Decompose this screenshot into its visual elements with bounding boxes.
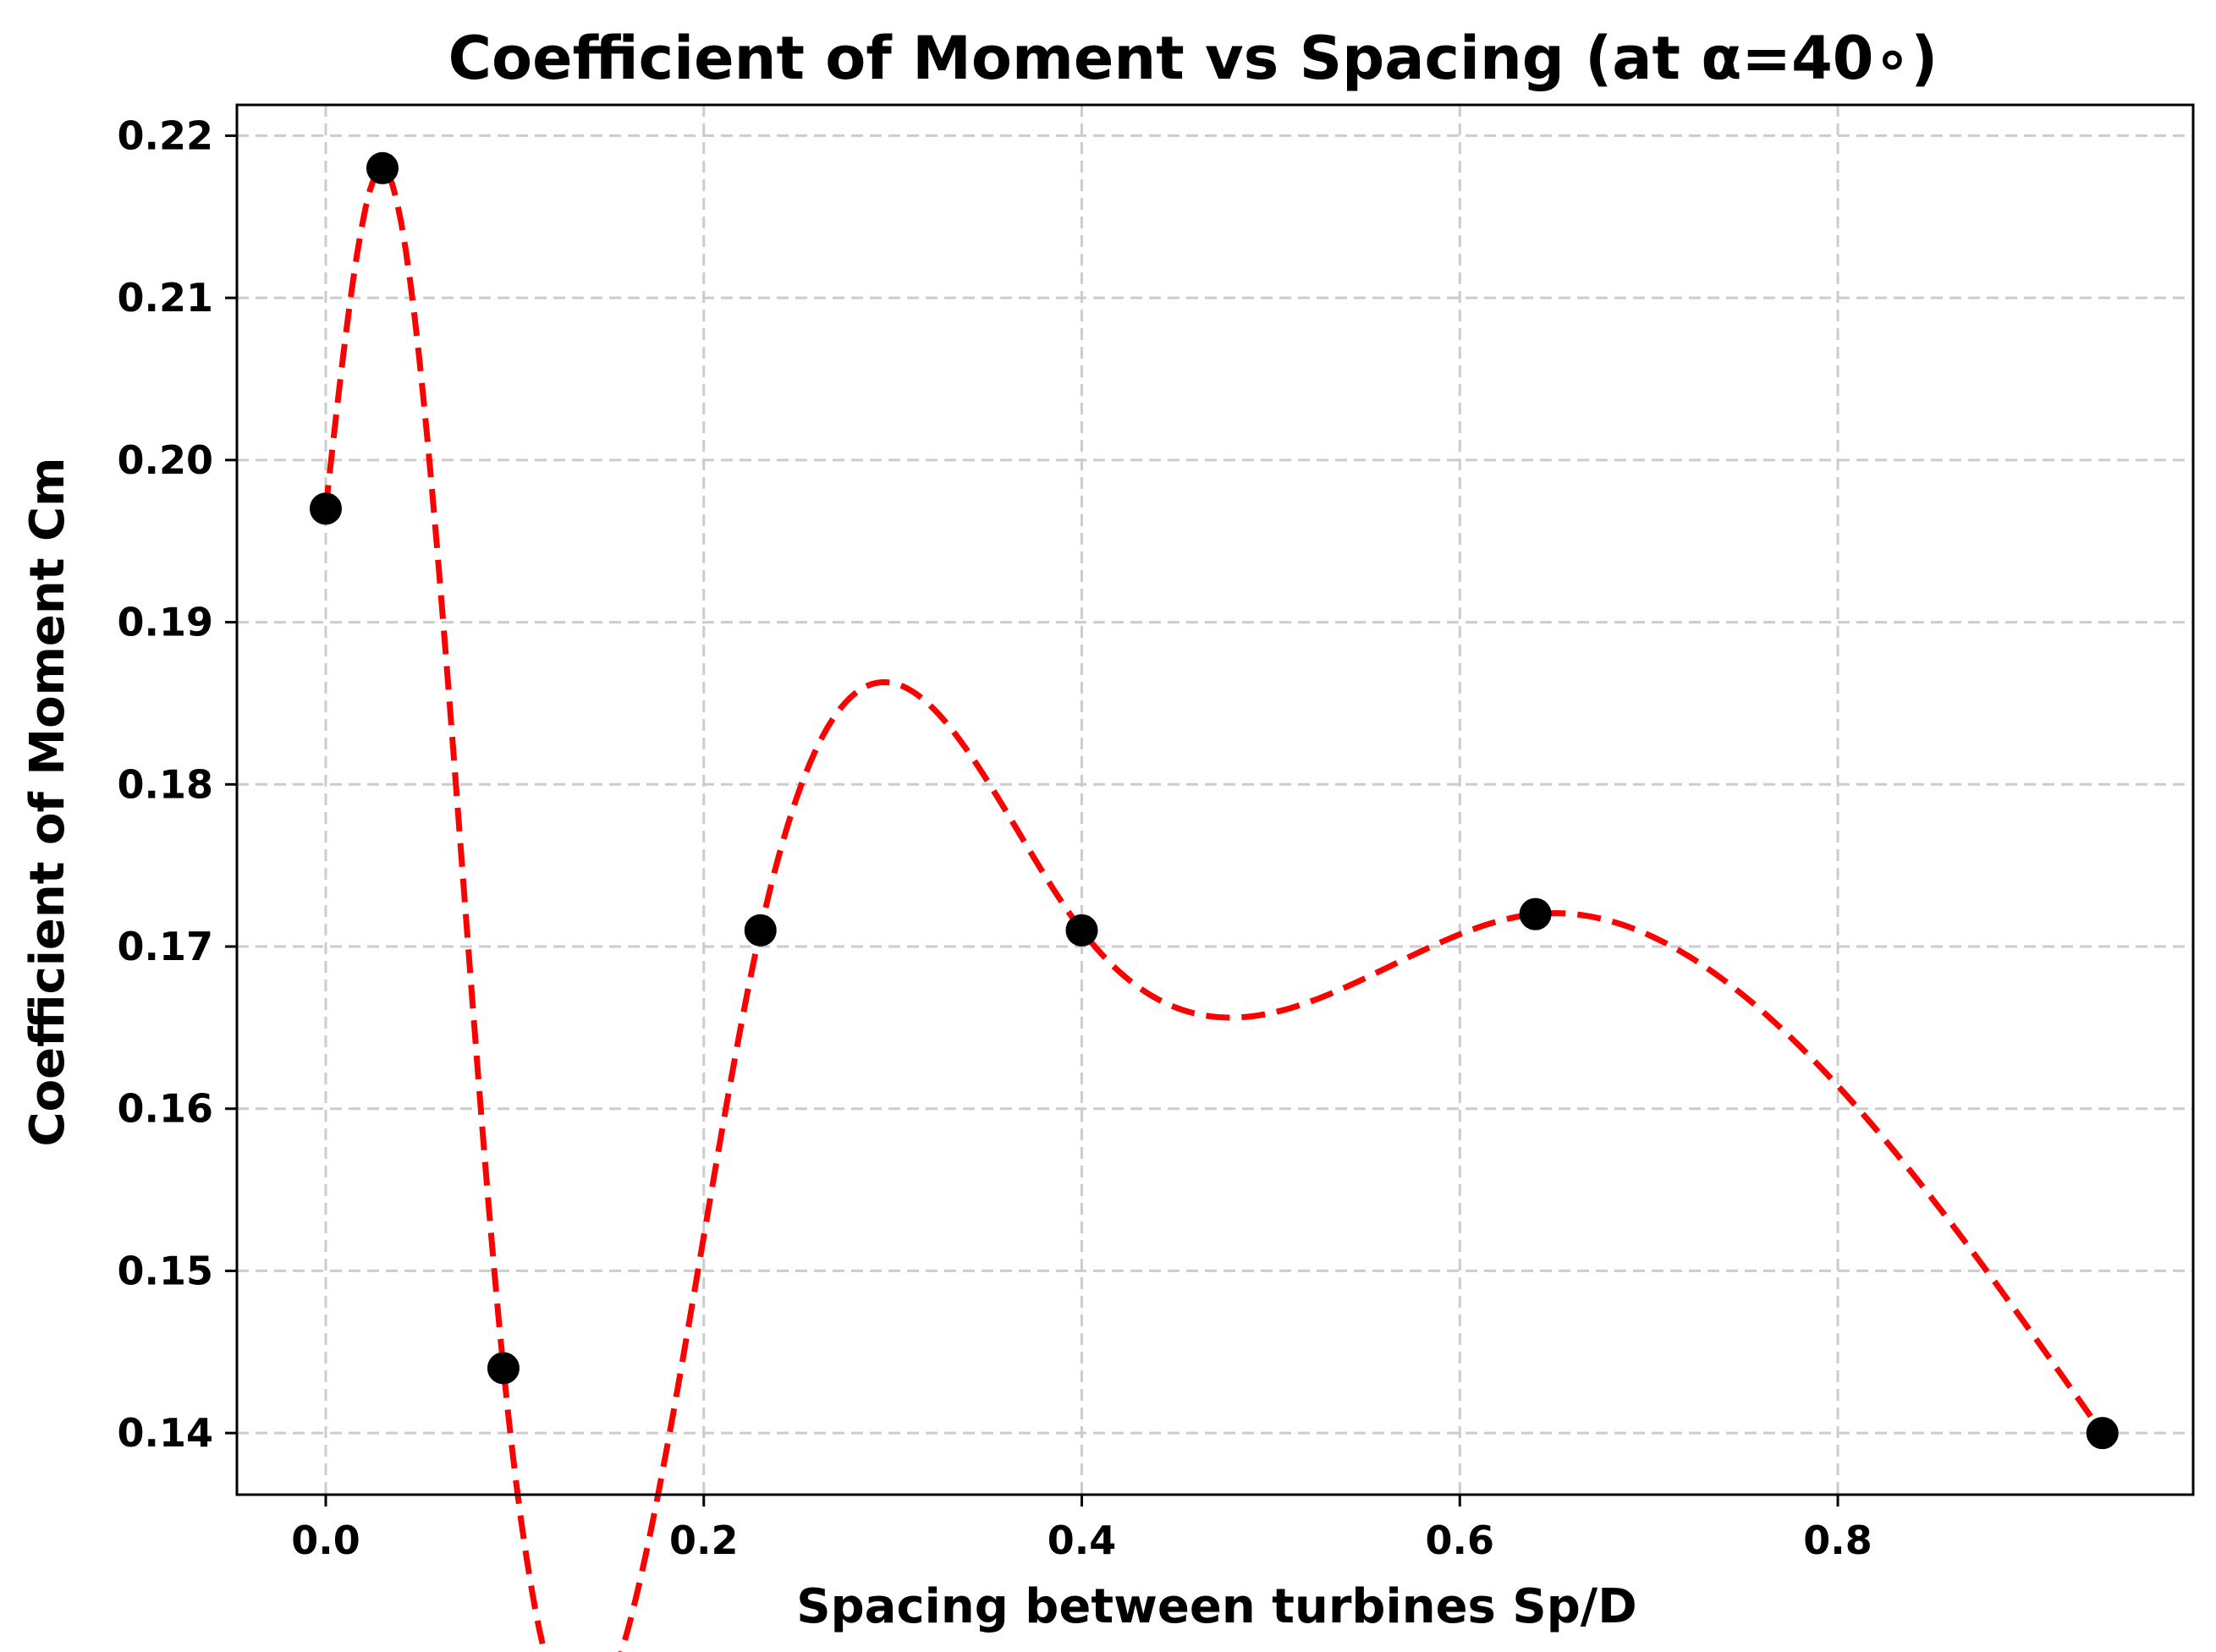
y-tick-label: 0.18 <box>118 761 214 807</box>
data-point <box>2086 1417 2119 1450</box>
x-tick-label: 0.0 <box>291 1518 360 1563</box>
y-axis-label: Coefficient of Moment Cm <box>20 458 75 1147</box>
y-tick-label: 0.20 <box>118 437 214 483</box>
chart-title: Coefficient of Moment vs Spacing (at α=4… <box>448 24 1938 93</box>
x-tick-label: 0.8 <box>1803 1518 1872 1563</box>
y-tick-label: 0.17 <box>118 924 214 969</box>
x-axis-label: Spacing between turbines Sp/D <box>796 1579 1637 1634</box>
y-tick-label: 0.16 <box>118 1086 214 1132</box>
plot-frame <box>235 103 2195 1496</box>
data-point <box>1065 914 1098 947</box>
x-tick-label: 0.6 <box>1426 1518 1495 1563</box>
data-point <box>1519 897 1552 930</box>
x-axis-ticks: 0.0 0.2 0.4 0.6 0.8 <box>291 1495 1872 1563</box>
data-point <box>744 914 777 947</box>
data-point <box>366 151 399 184</box>
grid-lines <box>237 105 2193 1495</box>
x-tick-label: 0.4 <box>1048 1518 1117 1563</box>
y-tick-label: 0.22 <box>118 113 214 158</box>
data-points <box>309 151 2119 1450</box>
series-curve <box>322 165 2105 1652</box>
y-axis-ticks: 0.14 0.15 0.16 0.17 0.18 0.19 0.20 0.21 0.22 <box>118 113 237 1456</box>
y-tick-label: 0.14 <box>118 1410 214 1456</box>
y-tick-label: 0.15 <box>118 1248 214 1293</box>
y-tick-label: 0.19 <box>118 600 214 645</box>
data-point <box>487 1352 520 1385</box>
series-line <box>322 165 2105 1652</box>
x-tick-label: 0.2 <box>669 1518 739 1563</box>
data-point <box>309 492 342 525</box>
y-tick-label: 0.21 <box>118 275 214 321</box>
